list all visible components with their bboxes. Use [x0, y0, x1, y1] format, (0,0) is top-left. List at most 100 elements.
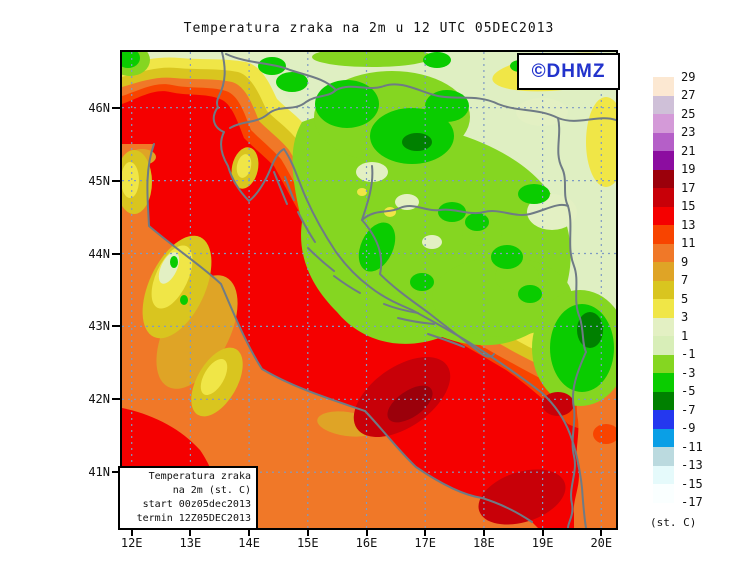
page-title: Temperatura zraka na 2m u 12 UTC 05DEC20…	[183, 21, 555, 36]
x-axis-label: 12E	[120, 536, 143, 550]
colorbar-swatch	[653, 299, 674, 318]
y-axis-label: 46N	[88, 100, 110, 115]
colorbar-label: 17	[681, 180, 696, 195]
colorbar-swatch	[653, 206, 674, 226]
info-line: termin 12Z05DEC2013	[136, 513, 251, 524]
island-outline	[284, 176, 295, 201]
border-austria-slovenia	[225, 53, 337, 91]
coastlines-and-borders	[146, 52, 616, 528]
colorbar-swatch	[653, 151, 674, 170]
colorbar-swatch	[653, 262, 674, 281]
colorbar-swatch	[653, 354, 674, 374]
y-axis-label: 42N	[88, 392, 110, 407]
x-axis-label: 20E	[590, 536, 613, 550]
island-outline	[383, 303, 419, 314]
x-axis-tick	[600, 530, 603, 536]
run-info-box: Temperatura zraka na 2m (st. C) start 00…	[118, 466, 258, 530]
colorbar-label: 19	[681, 162, 696, 176]
colorbar-label: -17	[681, 495, 703, 509]
border-italy-slovenia	[216, 52, 226, 109]
x-axis-label: 18E	[473, 536, 495, 550]
colorbar-swatch	[653, 280, 674, 300]
dhmz-logo-text: ©DHMZ	[531, 60, 606, 82]
colorbar-swatch	[653, 484, 674, 503]
colorbar-unit-label: (st. C)	[650, 516, 697, 529]
island-outline	[427, 333, 465, 348]
colorbar-label: -7	[681, 402, 696, 417]
colorbar: 29 27 25 23 21 19 17 15 13 11 9 7 5 3 1 -1 -3 -5 -7 -9 -11 -1…	[653, 70, 703, 509]
colorbar-label: 25	[681, 106, 696, 121]
colorbar-swatch	[653, 77, 674, 96]
colorbar-label: 7	[681, 273, 689, 287]
colorbar-swatch	[653, 114, 674, 133]
island-outline	[307, 247, 335, 272]
colorbar-swatch	[653, 447, 674, 466]
colorbar-swatch	[653, 225, 674, 244]
info-line: start 00z05dec2013	[142, 499, 251, 510]
colorbar-label: -9	[681, 421, 696, 435]
island-outline	[333, 275, 361, 294]
italian-coastline	[146, 143, 533, 523]
colorbar-label: 21	[681, 143, 696, 158]
border-croatia-serbia	[557, 117, 569, 207]
colorbar-label: 23	[681, 125, 696, 139]
colorbar-label: 9	[681, 254, 689, 269]
y-axis-tick	[112, 252, 120, 255]
border-croatia-bosnia-west	[361, 165, 495, 358]
border-slovenia-croatia	[229, 89, 337, 129]
colorbar-label: 15	[681, 199, 696, 213]
y-axis-label: 41N	[88, 465, 110, 480]
x-axis-label: 19E	[531, 536, 554, 550]
border-bosnia-serbia	[567, 205, 587, 353]
y-axis-label: 43N	[88, 319, 110, 334]
island-outline	[273, 171, 288, 205]
temperature-field	[122, 52, 616, 528]
colorbar-swatch	[653, 243, 674, 263]
colorbar-label: 11	[681, 236, 696, 250]
colorbar-label: 29	[681, 69, 696, 84]
island-outline	[397, 317, 435, 325]
border-croatia-bosnia-north	[361, 204, 569, 221]
x-axis-tick	[482, 530, 485, 536]
x-axis-label: 14E	[238, 536, 260, 550]
x-axis-label: 17E	[414, 536, 437, 550]
colorbar-label: 27	[681, 88, 696, 102]
info-line: na 2m (st. C)	[172, 485, 251, 496]
temperature-map	[122, 52, 616, 528]
border-montenegro-albania	[567, 351, 587, 528]
colorbar-label: 3	[681, 310, 689, 324]
colorbar-label: -5	[681, 384, 696, 398]
y-axis-label: 45N	[88, 173, 110, 188]
colorbar-swatch	[653, 410, 674, 429]
x-axis-tick	[130, 530, 133, 536]
y-axis-tick	[112, 398, 120, 401]
x-axis-tick	[365, 530, 368, 536]
colorbar-label: -1	[681, 347, 696, 361]
colorbar-swatch	[653, 465, 674, 485]
x-axis-tick	[424, 530, 427, 536]
border-croatia-hungary	[335, 83, 616, 122]
colorbar-swatch	[653, 169, 674, 189]
x-axis-tick	[248, 530, 251, 536]
colorbar-swatch	[653, 95, 674, 115]
x-axis-label: 16E	[355, 536, 378, 550]
colorbar-label: 1	[681, 328, 689, 343]
info-line: Temperatura zraka	[148, 471, 251, 482]
y-axis-tick	[112, 179, 120, 182]
map-plot-area	[120, 50, 618, 530]
x-axis-tick	[541, 530, 544, 536]
colorbar-label: 5	[681, 291, 689, 306]
colorbar-swatch	[653, 428, 674, 448]
x-axis-tick	[189, 530, 192, 536]
croatian-coastline	[212, 106, 587, 528]
dhmz-logo-box: ©DHMZ	[517, 53, 620, 90]
y-axis-tick	[112, 471, 120, 474]
colorbar-label: -11	[681, 439, 703, 454]
colorbar-label: -13	[681, 458, 703, 472]
graticule	[122, 52, 616, 528]
colorbar-label: -15	[681, 476, 703, 491]
colorbar-swatch	[653, 188, 674, 207]
y-axis-tick	[112, 106, 120, 109]
island-outline	[297, 211, 316, 243]
